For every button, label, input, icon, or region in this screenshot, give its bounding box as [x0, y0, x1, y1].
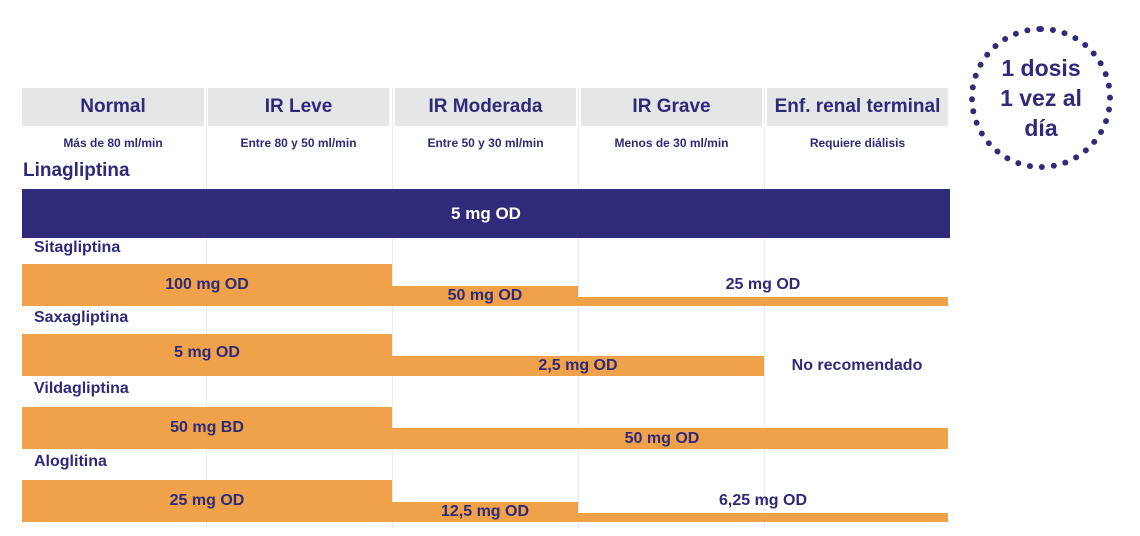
saxagliptina-dose-normal-leve: 5 mg OD	[174, 344, 240, 361]
sitagliptina-dose-grave-terminal: 25 mg OD	[725, 276, 801, 293]
aloglitina-bar-normal-leve	[22, 480, 392, 522]
column-divider	[578, 88, 579, 528]
header-enf-renal-terminal: Enf. renal terminal	[767, 88, 948, 126]
drug-name-aloglitina: Aloglitina	[34, 453, 107, 470]
subtitle-ir-grave: Menos de 30 ml/min	[614, 136, 729, 150]
badge-line-1: 1 dosis	[1001, 55, 1081, 81]
aloglitina-dose-normal-leve: 25 mg OD	[169, 492, 245, 509]
sitagliptina-bar-grave-terminal	[578, 297, 948, 306]
vildagliptina-bar-normal-leve	[22, 407, 392, 449]
column-divider	[764, 88, 765, 528]
column-divider	[392, 88, 393, 528]
header-ir-grave: IR Grave	[581, 88, 762, 126]
badge-line-3: día	[1024, 115, 1058, 141]
dose-frequency-badge: 1 dosis 1 vez al día	[969, 26, 1113, 170]
vildagliptina-dose-moderada-terminal: 50 mg OD	[624, 429, 700, 447]
drug-name-sitagliptina: Sitagliptina	[34, 239, 121, 256]
header-ir-leve: IR Leve	[208, 88, 389, 126]
sitagliptina-bar-normal-leve	[22, 264, 392, 306]
aloglitina-bar-grave-terminal	[578, 513, 948, 522]
sitagliptina-dose-moderada: 50 mg OD	[447, 287, 523, 304]
vildagliptina-dose-normal-leve: 50 mg BD	[170, 419, 244, 436]
subtitle-ir-leve: Entre 80 y 50 ml/min	[240, 136, 357, 150]
saxagliptina-bar-normal-leve	[22, 334, 392, 376]
saxagliptina-bar-moderada-grave	[392, 356, 764, 376]
linagliptina-dose-bar: 5 mg OD	[22, 189, 950, 238]
sitagliptina-dose-normal-leve: 100 mg OD	[165, 276, 249, 293]
saxagliptina-dose-terminal: No recomendado	[791, 357, 923, 374]
drug-name-vildagliptina: Vildagliptina	[34, 380, 129, 397]
aloglitina-dose-moderada: 12,5 mg OD	[440, 503, 530, 520]
vildagliptina-bar-moderada-terminal	[392, 428, 948, 449]
linagliptina-dose-label: 5 mg OD	[451, 203, 521, 223]
subtitle-normal: Más de 80 ml/min	[63, 136, 163, 150]
header-normal: Normal	[22, 88, 204, 126]
subtitle-enf-renal-terminal: Requiere diálisis	[809, 136, 906, 150]
sitagliptina-bar-moderada	[392, 286, 578, 306]
drug-name-saxagliptina: Saxagliptina	[34, 309, 129, 326]
saxagliptina-dose-moderada-grave: 2,5 mg OD	[538, 357, 618, 374]
drug-name-linagliptina: Linagliptina	[23, 160, 130, 181]
column-divider	[206, 88, 207, 528]
subtitle-ir-moderada: Entre 50 y 30 ml/min	[427, 136, 544, 150]
badge-line-2: 1 vez al	[1000, 85, 1082, 111]
header-ir-moderada: IR Moderada	[395, 88, 576, 126]
aloglitina-bar-moderada	[392, 502, 578, 522]
aloglitina-dose-grave-terminal: 6,25 mg OD	[718, 492, 808, 509]
